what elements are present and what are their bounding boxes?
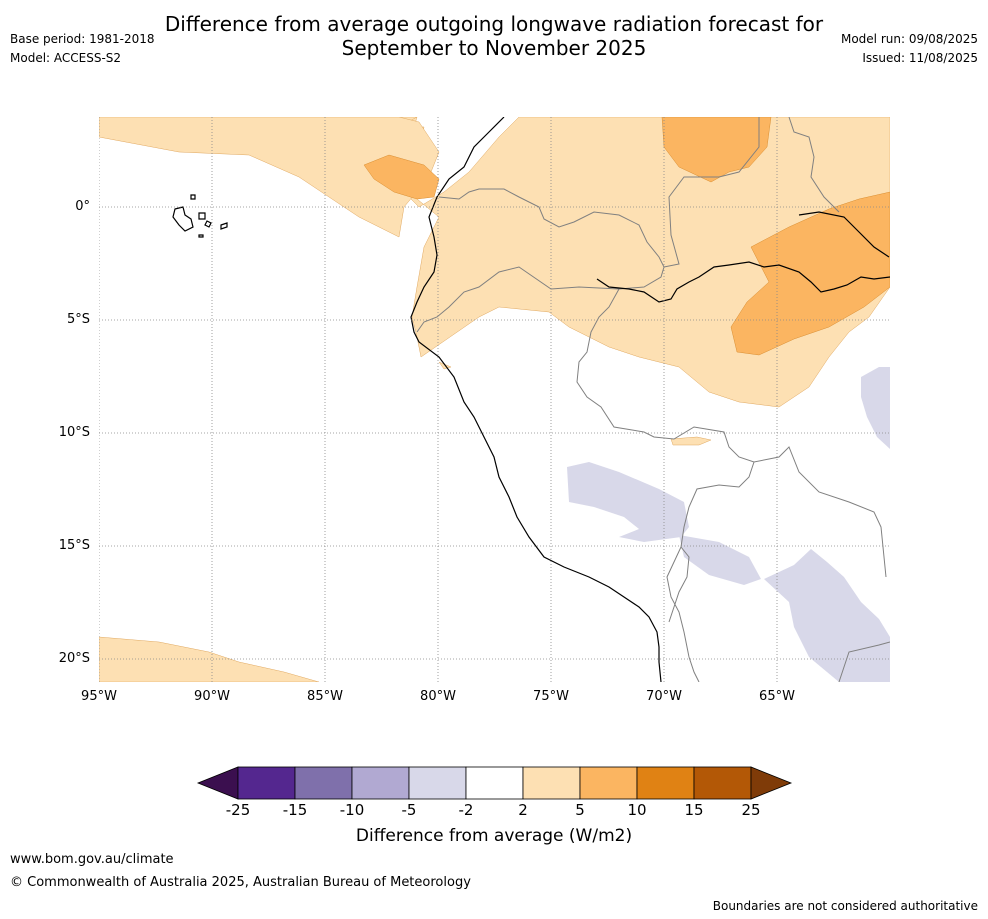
anomaly-minus-5-to-minus-2-regions	[567, 367, 890, 682]
lat-label-10s: 10°S	[30, 425, 90, 440]
colorbar-bin-3	[409, 767, 466, 799]
lat-label-5s: 5°S	[30, 312, 90, 327]
footer-copyright: © Commonwealth of Australia 2025, Austra…	[10, 875, 471, 890]
colorbar-bin-5	[523, 767, 580, 799]
lat-label-15s: 15°S	[30, 538, 90, 553]
anomaly-2-to-5-regions	[99, 117, 890, 682]
colorbar-title: Difference from average (W/m2)	[0, 826, 988, 846]
colorbar-bin-8	[694, 767, 751, 799]
lat-label-20s: 20°S	[30, 651, 90, 666]
model-name: Model: ACCESS-S2	[10, 51, 121, 65]
colorbar-tick-label: -25	[218, 801, 258, 819]
lat-label-0: 0°	[30, 199, 90, 214]
lon-label-75w: 75°W	[521, 689, 581, 704]
colorbar-bin-4	[466, 767, 523, 799]
colorbar	[195, 764, 795, 802]
lon-label-95w: 95°W	[69, 689, 129, 704]
lon-label-90w: 90°W	[182, 689, 242, 704]
map-panel	[99, 117, 890, 682]
colorbar-extend-high	[751, 767, 791, 799]
colorbar-bin-1	[295, 767, 352, 799]
colorbar-tick-label: -15	[275, 801, 315, 819]
colorbar-extend-low	[198, 767, 238, 799]
colorbar-tick-label: -2	[446, 801, 486, 819]
issued-date: Issued: 11/08/2025	[862, 51, 978, 65]
footer-disclaimer: Boundaries are not considered authoritat…	[713, 899, 978, 913]
lon-label-85w: 85°W	[295, 689, 355, 704]
colorbar-tick-label: 10	[617, 801, 657, 819]
footer-url: www.bom.gov.au/climate	[10, 852, 174, 867]
base-period: Base period: 1981-2018	[10, 32, 155, 46]
lon-label-80w: 80°W	[408, 689, 468, 704]
colorbar-tick-label: 15	[674, 801, 714, 819]
colorbar-bin-6	[580, 767, 637, 799]
model-run: Model run: 09/08/2025	[841, 32, 978, 46]
colorbar-bin-2	[352, 767, 409, 799]
colorbar-tick-label: 25	[731, 801, 771, 819]
colorbar-bin-0	[238, 767, 295, 799]
lon-label-70w: 70°W	[634, 689, 694, 704]
colorbar-tick-label: -5	[389, 801, 429, 819]
lon-label-65w: 65°W	[747, 689, 807, 704]
colorbar-tick-label: 5	[560, 801, 600, 819]
colorbar-bin-7	[637, 767, 694, 799]
colorbar-tick-label: 2	[503, 801, 543, 819]
colorbar-tick-label: -10	[332, 801, 372, 819]
galapagos-islands	[173, 195, 227, 237]
